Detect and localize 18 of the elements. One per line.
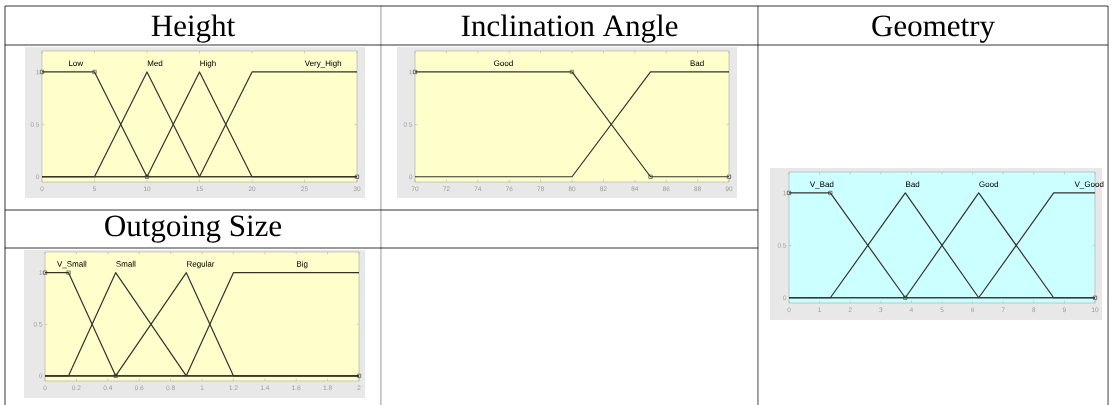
series-label: Good: [494, 60, 513, 67]
series-label: Good: [979, 181, 998, 188]
chart-title: Outgoing Size: [105, 215, 282, 243]
series-label: V_Small: [57, 260, 87, 269]
series-label: High: [200, 60, 216, 68]
chart-title: Inclination Angle: [461, 14, 678, 43]
series-label: V_Bad: [809, 181, 834, 189]
series-label: Low: [69, 60, 84, 67]
series-label: Med: [147, 60, 163, 67]
series-label: Bad: [690, 60, 704, 67]
series-label: Big: [297, 260, 308, 269]
series-label: Very_High: [304, 60, 342, 68]
series-label: Bad: [906, 181, 920, 188]
series-label: Regular: [187, 260, 215, 269]
chart-title: Geometry: [872, 15, 995, 43]
series-label: V_Good: [1074, 181, 1104, 189]
chart-title: Height: [151, 14, 236, 43]
series-label: Small: [116, 260, 136, 267]
